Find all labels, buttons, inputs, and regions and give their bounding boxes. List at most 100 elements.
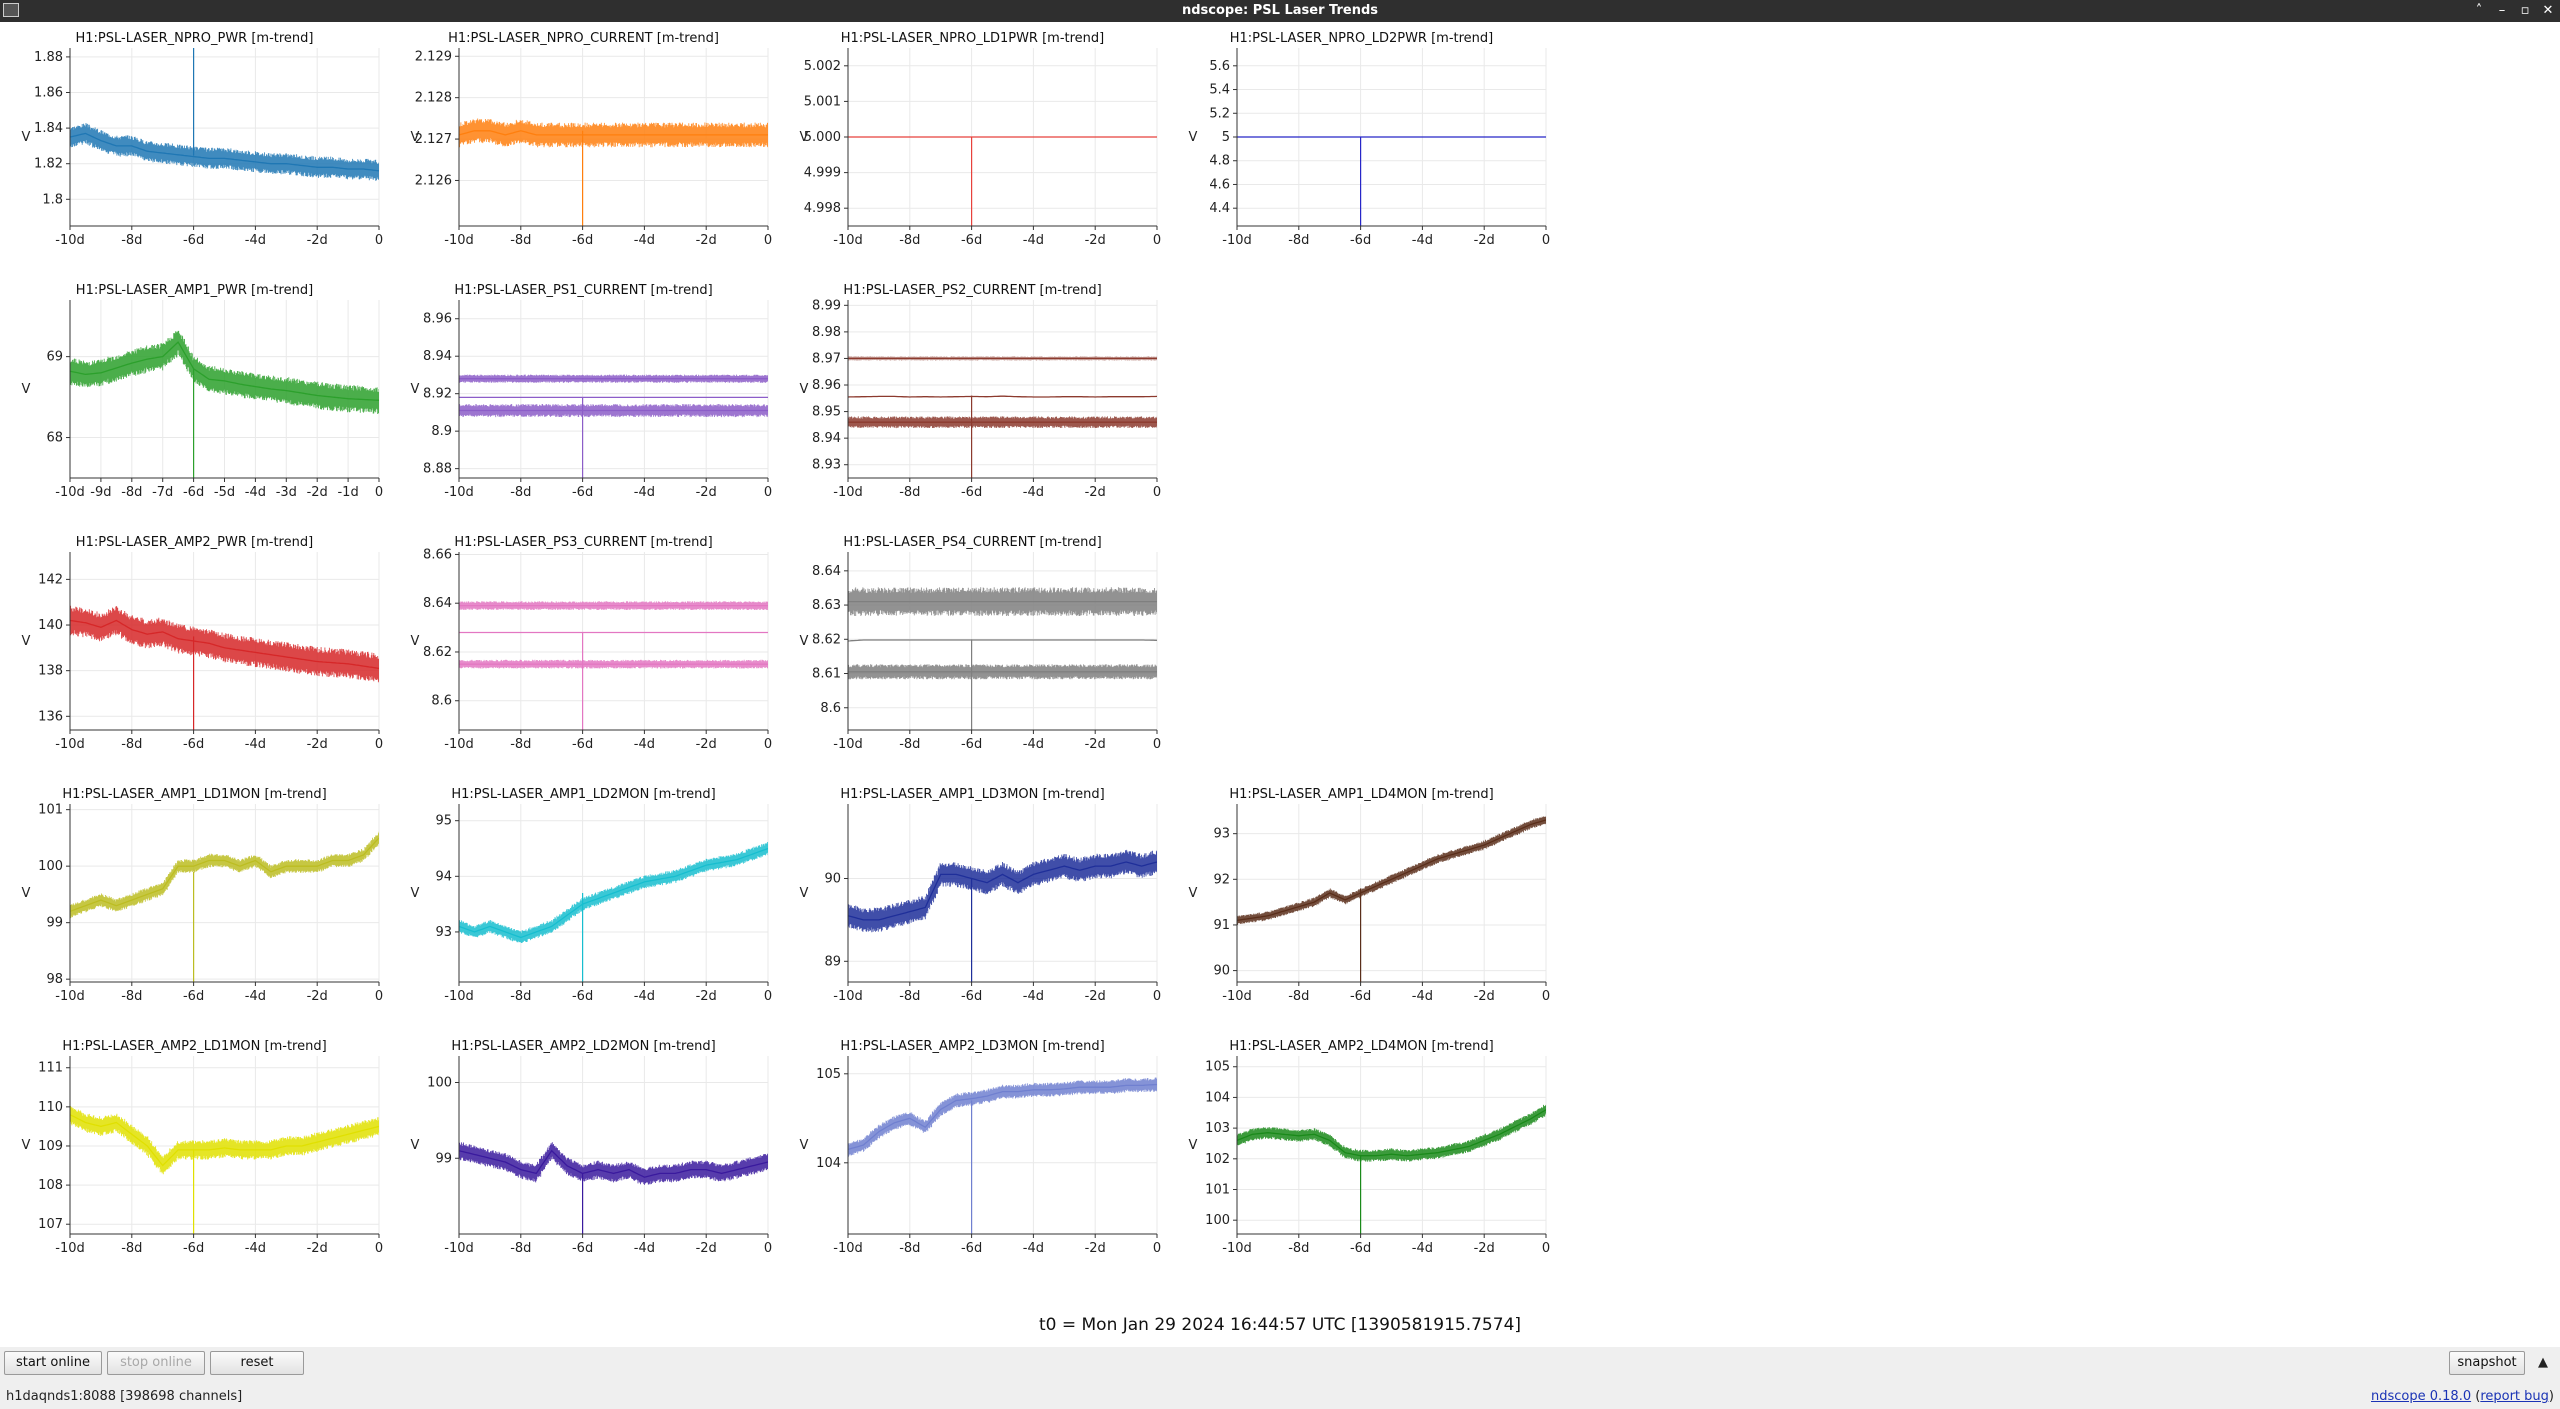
x-tick-label: -6d xyxy=(961,737,982,752)
window-title: ndscope: PSL Laser Trends xyxy=(1182,3,1378,18)
x-tick-label: -8d xyxy=(121,737,142,752)
x-tick-label: 0 xyxy=(1153,233,1161,248)
x-tick-label: -4d xyxy=(245,1241,266,1256)
plot-canvas[interactable]: -10d -8d -6d -4d -2d 0 99 100 V xyxy=(389,1030,778,1282)
plot-title: H1:PSL-LASER_AMP2_PWR [m-trend] xyxy=(75,535,314,550)
x-tick-label: 0 xyxy=(375,989,383,1004)
plot-npro-ld2pwr[interactable]: H1:PSL-LASER_NPRO_LD2PWR [m-trend] -10d -8… xyxy=(1167,22,1556,274)
x-tick-label: -8d xyxy=(121,485,142,500)
status-bar: h1daqnds1:8088 [398698 channels] ndscope… xyxy=(0,1384,2560,1409)
y-tick-label: 5.001 xyxy=(804,94,841,109)
y-tick-label: 94 xyxy=(435,869,452,884)
start-online-button[interactable]: start online xyxy=(4,1351,102,1375)
y-tick-label: 99 xyxy=(435,1151,452,1166)
plot-canvas[interactable]: -10d -8d -6d -4d -2d 0 90 91 92 93 V xyxy=(1167,778,1556,1030)
y-tick-label: 1.8 xyxy=(42,192,63,207)
x-tick-label: -4d xyxy=(245,737,266,752)
plot-amp2-pwr[interactable]: H1:PSL-LASER_AMP2_PWR [m-trend] -10d -8d -6… xyxy=(0,526,389,778)
plot-amp1-pwr[interactable]: H1:PSL-LASER_AMP1_PWR [m-trend] -10d -9d -8… xyxy=(0,274,389,526)
window-close-button[interactable]: ✕ xyxy=(2542,3,2554,18)
y-tick-label: 4.4 xyxy=(1209,201,1230,216)
y-tick-label: 105 xyxy=(816,1067,841,1082)
x-tick-label: -1d xyxy=(337,485,358,500)
y-tick-label: 8.99 xyxy=(812,298,841,313)
y-tick-label: 5.002 xyxy=(804,59,841,74)
y-tick-label: 107 xyxy=(38,1217,63,1232)
plot-ps3-current[interactable]: H1:PSL-LASER_PS3_CURRENT [m-trend] -10d -8… xyxy=(389,526,778,778)
x-tick-label: -2d xyxy=(1085,233,1106,248)
series-line xyxy=(848,861,1157,921)
x-tick-label: -6d xyxy=(572,233,593,248)
plot-canvas[interactable]: -10d -8d -6d -4d -2d 0 107 108 109 110 111 V xyxy=(0,1030,389,1282)
plot-npro-current[interactable]: H1:PSL-LASER_NPRO_CURRENT [m-trend] -10d -… xyxy=(389,22,778,274)
plot-amp1-ld4mon[interactable]: H1:PSL-LASER_AMP1_LD4MON [m-trend] -10d -8… xyxy=(1167,778,1556,1030)
window-shade-button[interactable]: ˄ xyxy=(2475,3,2483,18)
plot-grid[interactable]: H1:PSL-LASER_NPRO_PWR [m-trend] -10d -8d -6… xyxy=(0,22,2560,1347)
y-axis-label: V xyxy=(411,130,420,145)
y-tick-label: 102 xyxy=(1205,1152,1230,1167)
version-link[interactable]: ndscope 0.18.0 xyxy=(2371,1389,2472,1404)
plot-canvas[interactable]: -10d -8d -6d -4d -2d 0 136 138 140 142 V xyxy=(0,526,389,778)
plot-amp2-ld1mon[interactable]: H1:PSL-LASER_AMP2_LD1MON [m-trend] -10d -8… xyxy=(0,1030,389,1282)
plot-canvas[interactable]: -10d -8d -6d -4d -2d 0 98 99 100 101 V xyxy=(0,778,389,1030)
x-tick-label: -6d xyxy=(572,737,593,752)
x-tick-label: 0 xyxy=(764,989,772,1004)
expand-panel-icon[interactable]: ▲ xyxy=(2538,1355,2548,1370)
plot-amp1-ld2mon[interactable]: H1:PSL-LASER_AMP1_LD2MON [m-trend] -10d -8… xyxy=(389,778,778,1030)
report-post: ) xyxy=(2548,1389,2554,1404)
y-tick-label: 109 xyxy=(38,1139,63,1154)
snapshot-button[interactable]: snapshot xyxy=(2449,1351,2525,1375)
window-maximize-button[interactable]: ▫ xyxy=(2520,3,2530,18)
series-band xyxy=(848,849,1157,933)
plot-canvas[interactable]: -10d -8d -6d -4d -2d 0 8.88 8.9 8.92 8.94 8.96 V xyxy=(389,274,778,526)
y-tick-label: 98 xyxy=(46,972,63,987)
reset-button[interactable]: reset xyxy=(210,1351,304,1375)
plot-canvas[interactable]: -10d -9d -8d -7d -6d -5d -4d -3d -2d -1d 0 68 69 V xyxy=(0,274,389,526)
plot-canvas[interactable]: -10d -8d -6d -4d -2d 0 8.6 8.62 8.64 8.66 V xyxy=(389,526,778,778)
series-group xyxy=(848,1077,1157,1234)
x-tick-label: -2d xyxy=(1085,1241,1106,1256)
y-axis-label: V xyxy=(800,382,809,397)
y-tick-label: 8.66 xyxy=(423,547,452,562)
plot-canvas[interactable]: -10d -8d -6d -4d -2d 0 104 105 V xyxy=(778,1030,1167,1282)
plot-canvas[interactable]: -10d -8d -6d -4d -2d 0 4.4 4.6 4.8 5 5.2 5.4 5.6 V xyxy=(1167,22,1556,274)
plot-ps4-current[interactable]: H1:PSL-LASER_PS4_CURRENT [m-trend] -10d -8… xyxy=(778,526,1167,778)
plot-ps1-current[interactable]: H1:PSL-LASER_PS1_CURRENT [m-trend] -10d -8… xyxy=(389,274,778,526)
plot-amp1-ld1mon[interactable]: H1:PSL-LASER_AMP1_LD1MON [m-trend] -10d -8… xyxy=(0,778,389,1030)
x-tick-label: 0 xyxy=(1542,233,1550,248)
plot-npro-pwr[interactable]: H1:PSL-LASER_NPRO_PWR [m-trend] -10d -8d -6… xyxy=(0,22,389,274)
plot-npro-ld1pwr[interactable]: H1:PSL-LASER_NPRO_LD1PWR [m-trend] -10d -8… xyxy=(778,22,1167,274)
plot-canvas[interactable]: -10d -8d -6d -4d -2d 0 4.998 4.999 5.000 5.001 5.0… xyxy=(778,22,1167,274)
y-tick-label: 8.88 xyxy=(423,462,452,477)
window-minimize-button[interactable]: – xyxy=(2498,3,2506,18)
plot-canvas[interactable]: -10d -8d -6d -4d -2d 0 1.8 1.82 1.84 1.86 1.88 V xyxy=(0,22,389,274)
plot-canvas[interactable]: -10d -8d -6d -4d -2d 0 8.93 8.94 8.95 8.96 8.97 8.9… xyxy=(778,274,1167,526)
plot-amp2-ld4mon[interactable]: H1:PSL-LASER_AMP2_LD4MON [m-trend] -10d -8… xyxy=(1167,1030,1556,1282)
x-tick-label: -6d xyxy=(1350,989,1371,1004)
x-tick-label: -6d xyxy=(183,737,204,752)
plot-amp2-ld2mon[interactable]: H1:PSL-LASER_AMP2_LD2MON [m-trend] -10d -8… xyxy=(389,1030,778,1282)
plot-canvas[interactable]: -10d -8d -6d -4d -2d 0 89 90 V xyxy=(778,778,1167,1030)
series-group xyxy=(70,48,379,181)
y-axis-label: V xyxy=(411,634,420,649)
y-axis-label: V xyxy=(411,382,420,397)
series-group xyxy=(459,374,768,478)
plot-title: H1:PSL-LASER_AMP2_LD2MON [m-trend] xyxy=(451,1039,716,1054)
y-tick-label: 8.62 xyxy=(423,645,452,660)
plot-canvas[interactable]: -10d -8d -6d -4d -2d 0 93 94 95 V xyxy=(389,778,778,1030)
plot-amp2-ld3mon[interactable]: H1:PSL-LASER_AMP2_LD3MON [m-trend] -10d -8… xyxy=(778,1030,1167,1282)
x-tick-label: -2d xyxy=(1474,989,1495,1004)
series-group xyxy=(1237,816,1546,982)
x-tick-label: -10d xyxy=(55,737,85,752)
x-tick-label: -4d xyxy=(245,233,266,248)
plot-canvas[interactable]: -10d -8d -6d -4d -2d 0 2.126 2.127 2.128 2.129 V xyxy=(389,22,778,274)
plot-canvas[interactable]: -10d -8d -6d -4d -2d 0 100 101 102 103 104 105 V xyxy=(1167,1030,1556,1282)
server-status: h1daqnds1:8088 [398698 channels] xyxy=(6,1389,243,1404)
x-tick-label: -8d xyxy=(510,233,531,248)
x-tick-label: -10d xyxy=(444,989,474,1004)
plot-canvas[interactable]: -10d -8d -6d -4d -2d 0 8.6 8.61 8.62 8.63 8.64 V xyxy=(778,526,1167,778)
plot-amp1-ld3mon[interactable]: H1:PSL-LASER_AMP1_LD3MON [m-trend] -10d -8… xyxy=(778,778,1167,1030)
series-line xyxy=(459,1149,768,1178)
report-bug-link[interactable]: report bug xyxy=(2480,1389,2549,1404)
plot-ps2-current[interactable]: H1:PSL-LASER_PS2_CURRENT [m-trend] -10d -8… xyxy=(778,274,1167,526)
